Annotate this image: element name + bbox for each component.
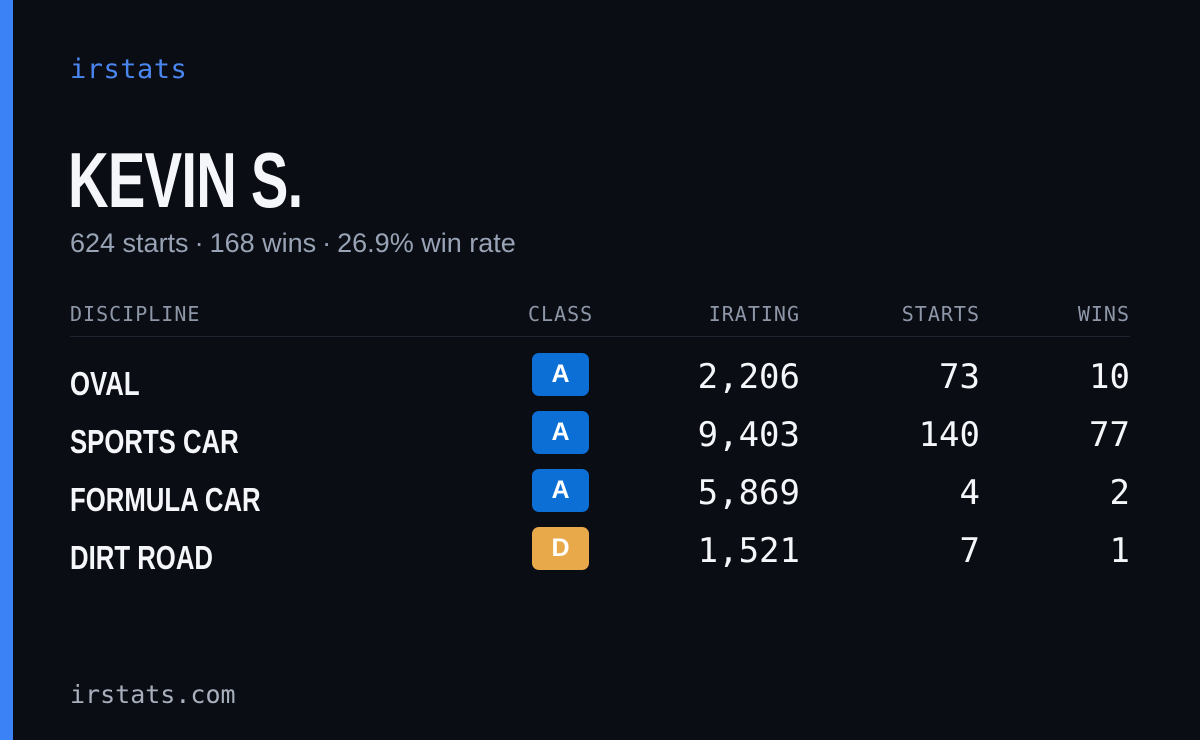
irating-value: 5,869 <box>697 473 800 513</box>
column-header-wins: WINS <box>1077 302 1130 326</box>
discipline-name: OVAL <box>70 365 140 402</box>
discipline-name: DIRT ROAD <box>70 539 213 576</box>
table-body: OVAL A 2,206 73 10 SPORTS CAR A 9,403 14… <box>70 337 1130 585</box>
column-header-irating: IRATING <box>708 302 800 326</box>
starts-value: 4 <box>959 473 980 513</box>
summary-separator: · <box>194 228 204 258</box>
table-row: FORMULA CAR A 5,869 4 2 <box>70 469 1130 527</box>
table-row: DIRT ROAD D 1,521 7 1 <box>70 527 1130 585</box>
accent-bar <box>0 0 13 740</box>
summary-separator: · <box>322 228 332 258</box>
irating-value: 2,206 <box>697 357 800 397</box>
class-badge: D <box>532 527 589 570</box>
table-row: OVAL A 2,206 73 10 <box>70 353 1130 411</box>
column-header-starts: STARTS <box>901 302 980 326</box>
starts-value: 73 <box>939 357 980 397</box>
brand-logo-text: irstats <box>70 54 188 85</box>
column-header-class: CLASS <box>528 302 594 326</box>
wins-value: 2 <box>1109 473 1130 513</box>
discipline-table: DISCIPLINE CLASS IRATING STARTS WINS OVA… <box>70 296 1130 585</box>
driver-summary: 624 starts · 168 wins · 26.9% win rate <box>70 228 516 259</box>
footer-url[interactable]: irstats.com <box>70 680 236 709</box>
driver-name: KEVIN S. <box>68 136 303 224</box>
summary-wins: 168 wins <box>209 228 317 258</box>
starts-value: 7 <box>959 531 980 571</box>
class-badge: A <box>532 411 589 454</box>
wins-value: 77 <box>1089 415 1130 455</box>
wins-value: 1 <box>1109 531 1130 571</box>
column-header-discipline: DISCIPLINE <box>70 302 201 326</box>
summary-starts: 624 starts <box>70 228 189 258</box>
table-header: DISCIPLINE CLASS IRATING STARTS WINS <box>70 296 1130 337</box>
summary-win-rate: 26.9% win rate <box>337 228 516 258</box>
irating-value: 9,403 <box>697 415 800 455</box>
discipline-name: SPORTS CAR <box>70 423 239 460</box>
discipline-name: FORMULA CAR <box>70 481 261 518</box>
class-badge: A <box>532 353 589 396</box>
wins-value: 10 <box>1089 357 1130 397</box>
class-badge: A <box>532 469 589 512</box>
table-row: SPORTS CAR A 9,403 140 77 <box>70 411 1130 469</box>
starts-value: 140 <box>918 415 980 455</box>
irating-value: 1,521 <box>697 531 800 571</box>
